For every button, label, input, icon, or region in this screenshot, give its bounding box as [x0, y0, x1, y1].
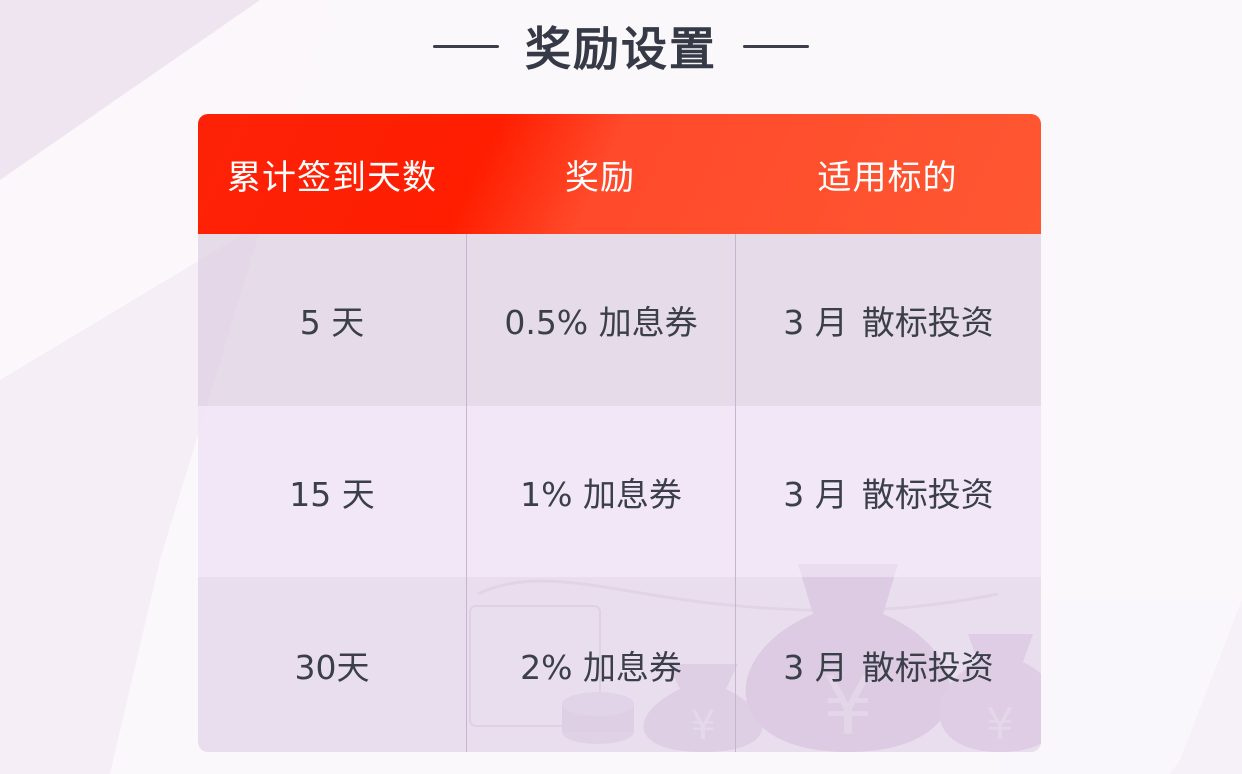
- target-type: 散标投资: [861, 474, 994, 514]
- page-title: 奖励设置: [525, 22, 717, 76]
- target-type: 散标投资: [861, 647, 994, 687]
- target-month: 3 月: [783, 474, 848, 514]
- cell-days: 30天: [294, 647, 370, 687]
- table-row: 5 天 0.5% 加息券 3 月散标投资: [198, 234, 1041, 406]
- cell-days: 15 天: [289, 474, 375, 514]
- target-month: 3 月: [783, 303, 848, 342]
- target-month: 3 月: [783, 647, 848, 687]
- section-title: 奖励设置: [0, 14, 1242, 78]
- cell-reward: 1% 加息券: [466, 406, 735, 577]
- cell-reward: 2% 加息券: [466, 577, 735, 752]
- column-header-reward: 奖励: [565, 157, 635, 198]
- table-header: 累计签到天数 奖励 适用标的: [198, 114, 1041, 234]
- table-row: 30天 2% 加息券 3 月散标投资: [198, 577, 1041, 752]
- cell-target: 3 月散标投资: [735, 577, 1041, 752]
- cell-days: 5 天: [299, 303, 365, 342]
- reward-table: 累计签到天数 奖励 适用标的 ¥ ¥: [198, 114, 1041, 752]
- title-right-line: [743, 44, 809, 48]
- table-row: 15 天 1% 加息券 3 月散标投资: [198, 406, 1041, 577]
- column-header-target: 适用标的: [817, 157, 958, 198]
- cell-reward: 0.5% 加息券: [466, 234, 735, 406]
- column-header-days: 累计签到天数: [227, 157, 437, 198]
- title-left-line: [433, 44, 499, 48]
- target-type: 散标投资: [861, 303, 994, 342]
- cell-target: 3 月散标投资: [735, 234, 1041, 406]
- cell-target: 3 月散标投资: [735, 406, 1041, 577]
